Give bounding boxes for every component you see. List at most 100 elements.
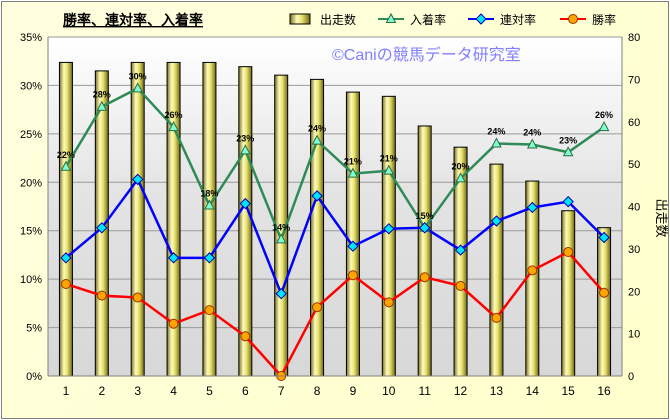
- circle-marker: [204, 305, 215, 316]
- data-label: 18%: [200, 189, 218, 199]
- right-tick-label: 10: [628, 329, 640, 341]
- legend-swatch: [289, 13, 311, 25]
- triangle-marker: [239, 144, 251, 155]
- left-tick-label: 35%: [20, 32, 42, 44]
- circle-marker: [527, 265, 538, 276]
- left-tick-label: 10%: [20, 274, 42, 286]
- axes: 0% 5% 10% 15% 20% 25% 30% 35% 0 10 20 30 40 50 60 70 80 1…: [20, 32, 640, 398]
- triangle-marker: [275, 233, 287, 244]
- right-tick-label: 20: [628, 286, 640, 298]
- data-label: 20%: [452, 161, 470, 171]
- chart-title: 勝率、連対率、入着率: [63, 12, 203, 28]
- triangle-marker: [598, 121, 610, 132]
- triangle-marker: [347, 167, 359, 178]
- circle-marker: [132, 292, 143, 303]
- bar: [238, 66, 253, 377]
- data-label: 24%: [523, 128, 541, 138]
- bar: [597, 227, 612, 377]
- x-tick-label: 6: [242, 384, 249, 398]
- x-tick-label: 9: [350, 384, 357, 398]
- x-tick-label: 12: [454, 384, 468, 398]
- diamond-marker: [454, 244, 467, 256]
- legend-label: 連対率: [500, 12, 536, 27]
- bar: [561, 210, 576, 377]
- data-label: 14%: [272, 222, 290, 232]
- triangle-marker: [132, 82, 144, 93]
- x-tick-label: 8: [314, 384, 321, 398]
- diamond-marker: [203, 252, 216, 264]
- data-label: 24%: [308, 124, 326, 134]
- triangle-marker: [455, 172, 466, 183]
- right-tick-label: 80: [628, 32, 640, 44]
- circle-marker: [419, 272, 430, 283]
- circle-marker: [491, 312, 502, 323]
- data-label: 28%: [93, 90, 111, 100]
- circle-marker: [312, 302, 323, 313]
- left-tick-label: 25%: [20, 129, 42, 141]
- right-tick-label: 70: [628, 74, 640, 86]
- right-tick-label: 60: [628, 117, 640, 129]
- diamond-marker: [347, 240, 359, 252]
- diamond-marker: [475, 13, 487, 25]
- diamond-marker: [311, 190, 323, 202]
- right-tick-label: 40: [628, 202, 640, 214]
- circle-marker: [568, 14, 578, 24]
- diamond-marker: [490, 215, 503, 227]
- series-line: [64, 86, 605, 243]
- diamond-marker: [526, 201, 539, 214]
- x-tick-label: 16: [597, 384, 611, 398]
- triangle-marker: [311, 134, 323, 145]
- triangle-marker: [526, 138, 538, 149]
- right-tick-label: 50: [628, 159, 640, 171]
- x-tick-label: 15: [562, 384, 576, 398]
- data-label: 23%: [559, 135, 577, 145]
- data-label: 15%: [416, 211, 434, 221]
- diamond-marker: [275, 287, 287, 300]
- triangle-marker: [383, 164, 395, 175]
- legend-label: 入着率: [410, 12, 446, 27]
- triangle-marker: [491, 137, 502, 148]
- right-axis-label: 出走数: [654, 198, 669, 237]
- diamond-marker: [131, 173, 144, 186]
- line-series: 22% 28% 30% 26% 18% 23% 14% 24% 21% 21% 15% 20% 24% 2…: [57, 71, 613, 381]
- circle-marker: [455, 280, 466, 291]
- x-tick-label: 10: [382, 384, 396, 398]
- left-tick-label: 20%: [20, 177, 42, 189]
- x-tick-label: 3: [134, 384, 141, 398]
- data-label: 26%: [595, 110, 613, 120]
- triangle-marker: [60, 160, 72, 171]
- diamond-marker: [167, 252, 180, 264]
- left-tick-label: 30%: [20, 80, 42, 92]
- circle-marker: [168, 318, 179, 329]
- data-label: 24%: [487, 127, 505, 137]
- bar: [202, 61, 217, 377]
- diamond-marker: [60, 252, 72, 264]
- bar: [130, 61, 145, 377]
- triangle-marker: [204, 199, 215, 210]
- bar: [489, 163, 504, 377]
- circle-marker: [96, 290, 107, 301]
- legend-label: 出走数: [320, 12, 356, 27]
- circle-marker: [60, 278, 71, 289]
- data-label: 21%: [344, 157, 362, 167]
- left-tick-label: 5%: [26, 323, 42, 335]
- bar: [58, 61, 73, 377]
- legend: 出走数 入着率 連対率 勝率: [289, 12, 616, 27]
- x-tick-label: 7: [278, 384, 285, 398]
- x-tick-label: 14: [526, 384, 540, 398]
- circle-marker: [240, 331, 251, 342]
- right-tick-label: 0: [628, 371, 634, 383]
- x-tick-label: 13: [490, 384, 504, 398]
- circle-marker: [599, 287, 610, 298]
- circle-marker: [383, 297, 394, 308]
- circle-marker: [563, 247, 574, 258]
- diamond-marker: [383, 223, 395, 235]
- x-tick-label: 2: [98, 384, 105, 398]
- bar: [345, 91, 360, 377]
- diamond-marker: [96, 222, 108, 234]
- data-label: 23%: [236, 133, 254, 143]
- data-label: 22%: [57, 150, 75, 160]
- diamond-marker: [239, 197, 252, 210]
- legend-label: 勝率: [592, 12, 616, 27]
